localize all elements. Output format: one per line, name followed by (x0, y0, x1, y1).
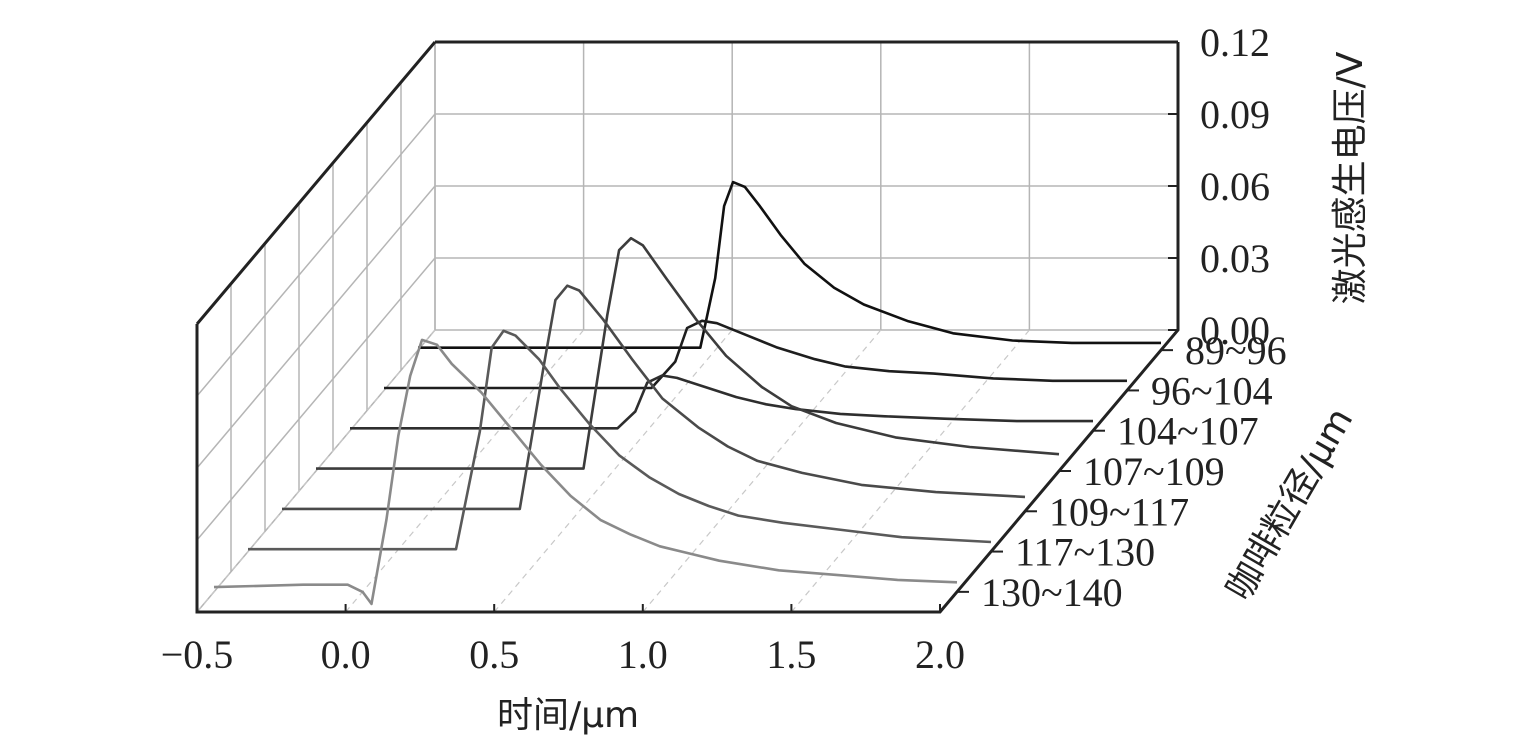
axis-frame-line (195, 41, 437, 325)
side-grid-line (196, 329, 436, 613)
side-grid-line (196, 185, 436, 469)
side-grid-line (196, 257, 436, 541)
series-lines (213, 180, 1161, 606)
series-line-96~104 (384, 319, 1127, 390)
x-axis-title: 时间/μm (497, 695, 639, 736)
series-line-109~117 (282, 284, 1026, 511)
series-line-89~96 (418, 180, 1161, 350)
y-tick-label: 117~130 (1015, 530, 1155, 575)
z-tick-label: 0.12 (1200, 20, 1270, 65)
side-wall-grid (196, 41, 436, 613)
z-tick-label: 0.09 (1200, 92, 1270, 137)
y-tick-label: 96~104 (1151, 368, 1273, 413)
z-tick-label: 0.00 (1200, 308, 1270, 353)
series-line-130~140 (213, 338, 958, 606)
series-line-117~130 (248, 329, 992, 551)
x-tick-label: −0.5 (161, 632, 234, 677)
series-line-107~109 (316, 236, 1060, 470)
z-tick-label: 0.06 (1200, 164, 1270, 209)
z-tick-label: 0.03 (1200, 236, 1270, 281)
series-line-104~107 (350, 374, 1093, 430)
x-tick-label: 1.5 (766, 632, 816, 677)
floor-grid-line (493, 329, 733, 613)
y-tick-label: 104~107 (1117, 409, 1259, 454)
x-tick-label: 0.0 (321, 632, 371, 677)
y-tick-label: 89~96 (1185, 328, 1287, 373)
axis-ticks: −0.5 0.0 0.5 1.0 1.5 2.0 0.00 0.03 0.06 0.09 0.12 1… (161, 20, 1287, 677)
back-wall-grid (434, 41, 1179, 331)
floor-grid-line (642, 329, 882, 613)
y-tick-label: 107~109 (1083, 449, 1225, 494)
side-grid-line (196, 113, 436, 397)
y-tick-label: 130~140 (981, 570, 1123, 615)
x-tick-label: 2.0 (915, 632, 965, 677)
x-tick-label: 0.5 (469, 632, 519, 677)
z-axis-title: 激光感生电压/V (1330, 51, 1371, 304)
y-tick-label: 109~117 (1049, 489, 1189, 534)
x-tick-label: 1.0 (618, 632, 668, 677)
